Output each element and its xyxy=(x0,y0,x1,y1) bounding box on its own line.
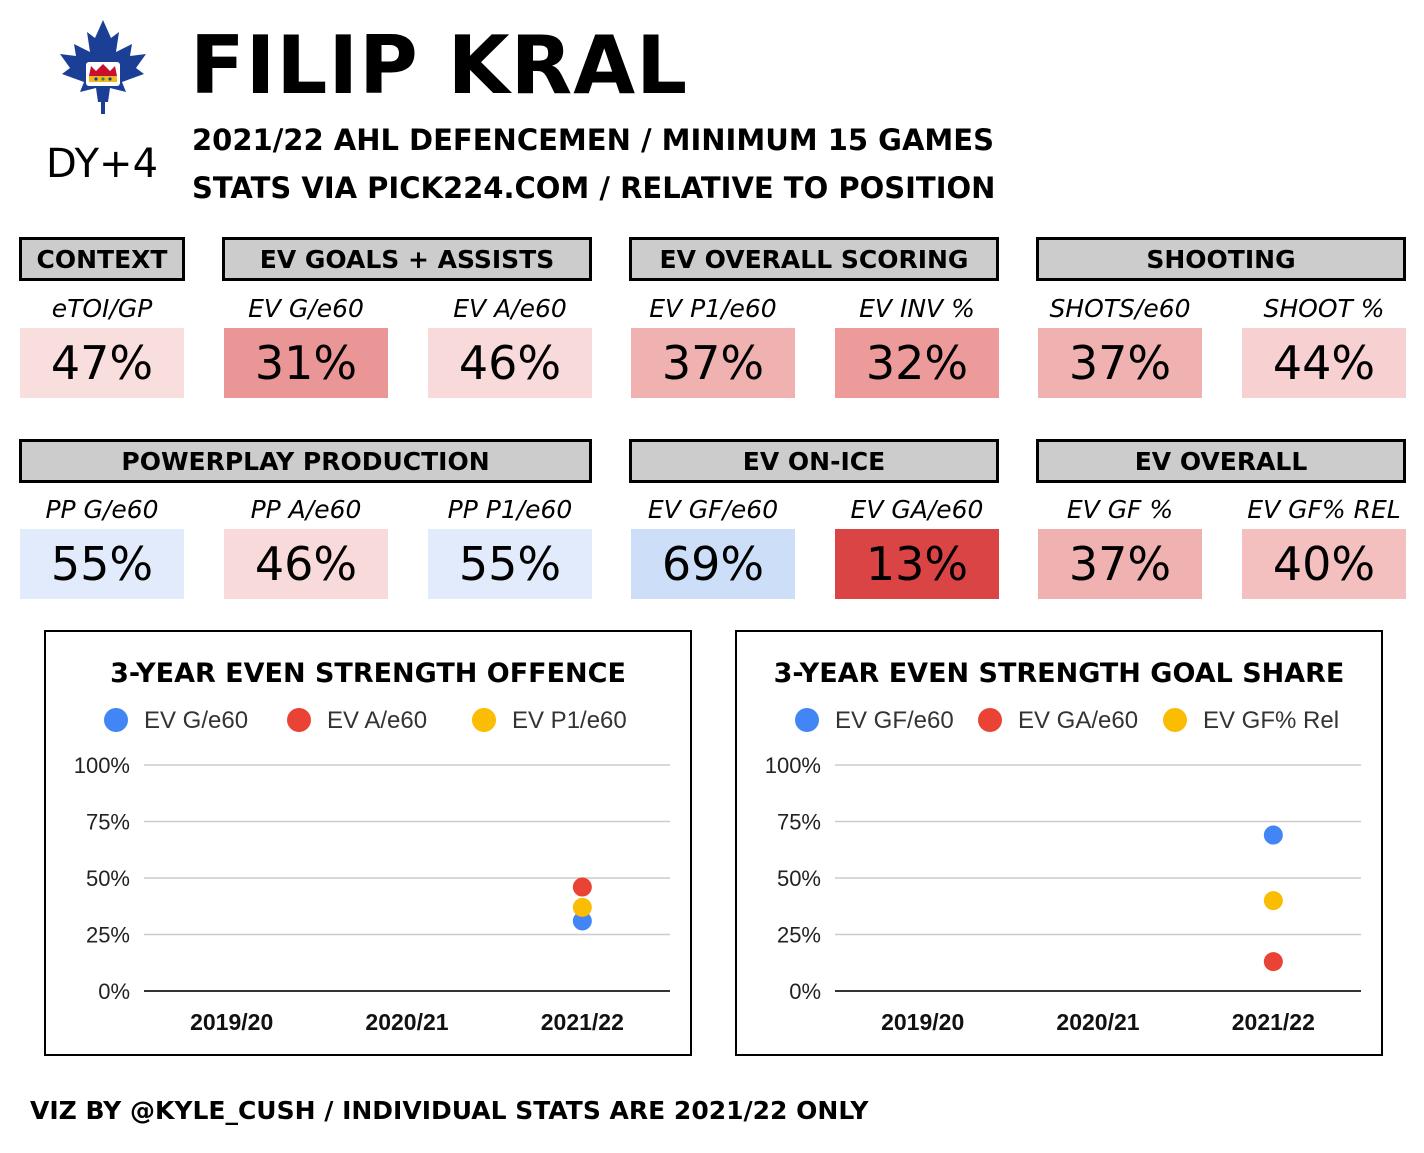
subtitle-source-line: STATS VIA PICK224.COM / RELATIVE TO POSI… xyxy=(192,171,996,205)
stat-value-tile: 32% xyxy=(835,328,999,398)
y-tick-label: 25% xyxy=(86,923,130,948)
data-point xyxy=(572,911,592,931)
chart-offence-panel: 3-YEAR EVEN STRENGTH OFFENCE EV G/e60 EV A… xyxy=(44,630,692,1056)
y-tick-label: 0% xyxy=(98,979,130,1004)
y-tick-label: 75% xyxy=(86,810,130,835)
stat-value-tile: 47% xyxy=(20,328,184,398)
stat-value-tile: 40% xyxy=(1242,529,1406,599)
stat-value-tile: 13% xyxy=(835,529,999,599)
stat-label: PP G/e60 xyxy=(45,495,159,524)
y-tick-label: 0% xyxy=(789,979,821,1004)
x-tick-label: 2020/21 xyxy=(1056,1009,1139,1035)
stat-label: eTOI/GP xyxy=(51,294,153,323)
stat-label: EV P1/e60 xyxy=(649,294,777,323)
chart-goal-share-panel: 3-YEAR EVEN STRENGTH GOAL SHARE EV GF/e60… xyxy=(735,630,1383,1056)
draft-year-label: DY+4 xyxy=(46,141,159,187)
data-point xyxy=(1263,825,1283,845)
legend-marker xyxy=(978,708,1002,732)
x-tick-label: 2020/21 xyxy=(365,1009,448,1035)
legend-marker xyxy=(795,708,819,732)
stat-value-tile: 46% xyxy=(224,529,388,599)
data-point xyxy=(1263,891,1283,911)
group-header-ev-goals-assists: EV GOALS + ASSISTS xyxy=(222,237,592,281)
stat-value-tile: 37% xyxy=(1038,328,1202,398)
y-tick-label: 50% xyxy=(777,866,821,891)
stat-value-tile: 55% xyxy=(20,529,184,599)
stat-label: SHOTS/e60 xyxy=(1049,294,1191,323)
stat-value-tile: 55% xyxy=(428,529,592,599)
y-tick-label: 100% xyxy=(74,753,130,778)
stat-label: EV G/e60 xyxy=(248,294,364,323)
stat-value-tile: 69% xyxy=(631,529,795,599)
legend-marker xyxy=(104,708,128,732)
stat-value-tile: 37% xyxy=(631,328,795,398)
data-point xyxy=(572,877,592,897)
stat-value-tile: 37% xyxy=(1038,529,1202,599)
group-header-context: CONTEXT xyxy=(19,237,185,281)
legend-label: EV P1/e60 xyxy=(512,707,627,734)
player-name: FILIP KRAL xyxy=(190,19,689,112)
y-tick-label: 25% xyxy=(777,923,821,948)
stat-value-tile: 44% xyxy=(1242,328,1406,398)
stat-label: PP P1/e60 xyxy=(447,495,573,524)
x-tick-label: 2021/22 xyxy=(1232,1009,1315,1035)
group-header-powerplay-production: POWERPLAY PRODUCTION xyxy=(19,439,592,483)
stat-value-tile: 46% xyxy=(428,328,592,398)
stat-label: EV GA/e60 xyxy=(850,495,984,524)
stat-label: EV GF/e60 xyxy=(647,495,779,524)
stat-label: SHOOT % xyxy=(1263,294,1385,323)
stat-label: EV GF % xyxy=(1066,495,1174,524)
y-tick-label: 100% xyxy=(765,753,821,778)
legend-label: EV A/e60 xyxy=(327,707,427,734)
legend-marker xyxy=(472,708,496,732)
legend-marker xyxy=(1163,708,1187,732)
group-header-ev-overall-scoring: EV OVERALL SCORING xyxy=(629,237,999,281)
chart-title: 3-YEAR EVEN STRENGTH OFFENCE xyxy=(110,658,626,689)
chart-goal-share-svg: 3-YEAR EVEN STRENGTH GOAL SHARE EV GF/e60… xyxy=(765,658,1361,1035)
data-point xyxy=(572,897,592,917)
stat-label: EV INV % xyxy=(859,294,975,323)
y-tick-label: 50% xyxy=(86,866,130,891)
x-tick-label: 2021/22 xyxy=(541,1009,624,1035)
footer-credit: VIZ BY @KYLE_CUSH / INDIVIDUAL STATS ARE… xyxy=(30,1096,869,1125)
x-tick-label: 2019/20 xyxy=(881,1009,964,1035)
stat-label: EV A/e60 xyxy=(453,294,567,323)
group-header-ev-on-ice: EV ON-ICE xyxy=(629,439,999,483)
legend-label: EV GA/e60 xyxy=(1018,707,1138,734)
legend-marker xyxy=(287,708,311,732)
chart-offence-svg: 3-YEAR EVEN STRENGTH OFFENCE EV G/e60 EV A… xyxy=(74,658,670,1035)
stat-label: PP A/e60 xyxy=(250,495,362,524)
stat-label: EV GF% REL xyxy=(1247,495,1401,524)
legend-label: EV GF% Rel xyxy=(1203,707,1339,734)
group-header-shooting: SHOOTING xyxy=(1036,237,1406,281)
maple-leaf-crown-icon xyxy=(60,20,146,114)
subtitle-league-line: 2021/22 AHL DEFENCEMEN / MINIMUM 15 GAME… xyxy=(192,123,994,157)
group-header-ev-overall: EV OVERALL xyxy=(1036,439,1406,483)
legend-label: EV G/e60 xyxy=(144,707,248,734)
y-tick-label: 75% xyxy=(777,810,821,835)
stat-value-tile: 31% xyxy=(224,328,388,398)
chart-title: 3-YEAR EVEN STRENGTH GOAL SHARE xyxy=(774,658,1345,689)
legend-label: EV GF/e60 xyxy=(835,707,954,734)
data-point xyxy=(1263,952,1283,972)
x-tick-label: 2019/20 xyxy=(190,1009,273,1035)
